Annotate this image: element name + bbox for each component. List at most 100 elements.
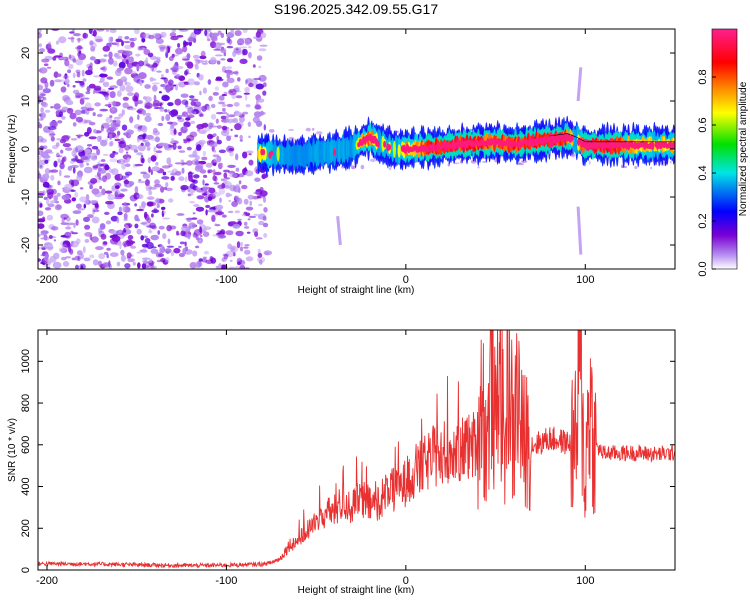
- spectrogram-noise-blob: [117, 90, 122, 97]
- spectrogram-noise-blob: [195, 261, 203, 268]
- spectrogram-noise-blob: [117, 49, 126, 54]
- spectrogram-noise-blob: [141, 37, 146, 43]
- spectrogram-x-axis-title: Height of straight line (km): [298, 285, 415, 296]
- spectrogram-noise-blob: [209, 141, 218, 148]
- spectrogram-noise-blob: [123, 132, 130, 136]
- spectrogram-noise-blob: [225, 177, 230, 180]
- spectrogram-noise-blob: [166, 224, 172, 232]
- spectrogram-noise-blob: [60, 86, 67, 93]
- spectrogram-noise-blob: [132, 261, 136, 266]
- spectrogram-noise-blob: [82, 246, 86, 254]
- spectrogram-noise-blob: [212, 192, 221, 197]
- spectrogram-noise-blob: [53, 239, 57, 242]
- spectrogram-noise-blob: [192, 250, 198, 257]
- spectrogram-noise-blob: [220, 115, 227, 120]
- spectrogram-noise-blob: [44, 236, 50, 241]
- spectrogram-noise-blob: [237, 77, 241, 82]
- spectrogram-noise-blob: [148, 230, 153, 234]
- spectrogram-noise-blob: [217, 233, 226, 239]
- spectrogram-noise-blob: [42, 173, 50, 180]
- spectrogram-noise-blob: [145, 241, 154, 250]
- spectrogram-noise-blob: [258, 220, 265, 226]
- spectrogram-noise-blob: [161, 176, 170, 180]
- spectrogram-noise-blob: [255, 188, 263, 196]
- spectrogram-x-tick-label: 100: [576, 274, 594, 286]
- spectrogram-noise-blob: [171, 29, 176, 33]
- spectrogram-noise-blob: [46, 189, 54, 195]
- spectrogram-noise-blob: [40, 107, 44, 113]
- spectrogram-noise-blob: [47, 48, 56, 54]
- spectrogram-noise-blob: [139, 47, 146, 51]
- spectrogram-noise-blob: [263, 207, 268, 213]
- spectrogram-noise-blob: [152, 127, 158, 134]
- spectrogram-noise-blob: [104, 95, 109, 101]
- spectrogram-noise-blob: [127, 235, 134, 240]
- spectrogram-noise-blob: [236, 183, 240, 187]
- spectrogram-noise-blob: [243, 221, 248, 226]
- spectrogram-noise-blob: [40, 237, 47, 240]
- spectrogram-noise-blob: [74, 191, 78, 198]
- spectrogram-noise-blob: [85, 107, 95, 112]
- spectrogram-noise-blob: [196, 239, 201, 243]
- spectrogram-noise-blob: [38, 172, 42, 179]
- spectrogram-noise-blob: [125, 85, 134, 93]
- spectrogram-noise-blob: [45, 149, 53, 154]
- spectrogram-noise-blob: [123, 179, 130, 185]
- spectrogram-noise-blob: [236, 241, 241, 249]
- spectrogram-ridge-cell: [392, 140, 396, 158]
- colorbar-gradient: [712, 29, 737, 269]
- spectrogram-noise-blob: [149, 258, 152, 264]
- spectrogram-noise-blob: [160, 31, 167, 38]
- spectrogram-faint-blob: [312, 127, 315, 131]
- spectrogram-noise-blob: [255, 237, 263, 240]
- spectrogram-noise-blob: [125, 225, 129, 231]
- spectrogram-noise-blob: [141, 257, 151, 261]
- spectrogram-noise-blob: [151, 166, 160, 172]
- colorbar-tick-label: 0.0: [697, 261, 709, 276]
- spectrogram-noise-blob: [226, 45, 234, 49]
- spectrogram-noise-blob: [100, 125, 104, 132]
- spectrogram-noise-blob: [72, 58, 77, 63]
- spectrogram-noise-blob: [44, 168, 51, 175]
- spectrogram-noise-blob: [243, 198, 249, 205]
- spectrogram-noise-blob: [73, 33, 81, 37]
- spectrogram-noise-blob: [140, 235, 144, 241]
- spectrogram-noise-blob: [244, 94, 248, 101]
- spectrogram-noise-blob: [143, 211, 148, 219]
- spectrogram-noise-blob: [116, 229, 125, 236]
- spectrogram-noise-blob: [223, 91, 228, 95]
- spectrogram-noise-blob: [260, 32, 267, 39]
- spectrogram-noise-blob: [152, 99, 160, 107]
- spectrogram-noise-blob: [203, 250, 210, 255]
- spectrogram-noise-blob: [104, 164, 110, 171]
- spectrogram-noise-blob: [76, 174, 83, 181]
- spectrogram-noise-blob: [156, 144, 162, 148]
- spectrogram-noise-blob: [67, 83, 70, 88]
- spectrogram-noise-blob: [47, 203, 55, 208]
- spectrogram-noise-blob: [176, 230, 179, 236]
- spectrogram-noise-blob: [83, 166, 93, 174]
- spectrogram-noise-blob: [174, 162, 182, 165]
- spectrogram-noise-blob: [47, 41, 52, 49]
- spectrogram-noise-blob: [210, 36, 218, 42]
- spectrogram-noise-blob: [206, 106, 211, 111]
- spectrogram-noise-blob: [90, 152, 97, 159]
- spectrogram-noise-blob: [110, 36, 114, 42]
- spectrogram-noise-blob: [191, 159, 200, 166]
- spectrogram-noise-blob: [60, 149, 64, 154]
- spectrogram-noise-blob: [146, 196, 155, 200]
- spectrogram-noise-blob: [257, 248, 261, 255]
- colorbar-frame: [711, 28, 738, 270]
- spectrogram-noise-blob: [147, 265, 156, 269]
- spectrogram-noise-blob: [76, 238, 81, 245]
- spectrogram-noise-blob: [143, 96, 147, 100]
- spectrogram-noise-blob: [40, 245, 48, 251]
- spectrogram-noise-blob: [45, 198, 50, 205]
- spectrogram-noise-blob: [229, 245, 239, 253]
- spectrogram-noise-blob: [93, 128, 97, 134]
- spectrogram-noise-blob: [165, 86, 171, 93]
- spectrogram-noise-blob: [144, 237, 151, 244]
- spectrogram-noise-blob: [181, 167, 185, 174]
- spectrogram-noise-blob: [93, 75, 101, 78]
